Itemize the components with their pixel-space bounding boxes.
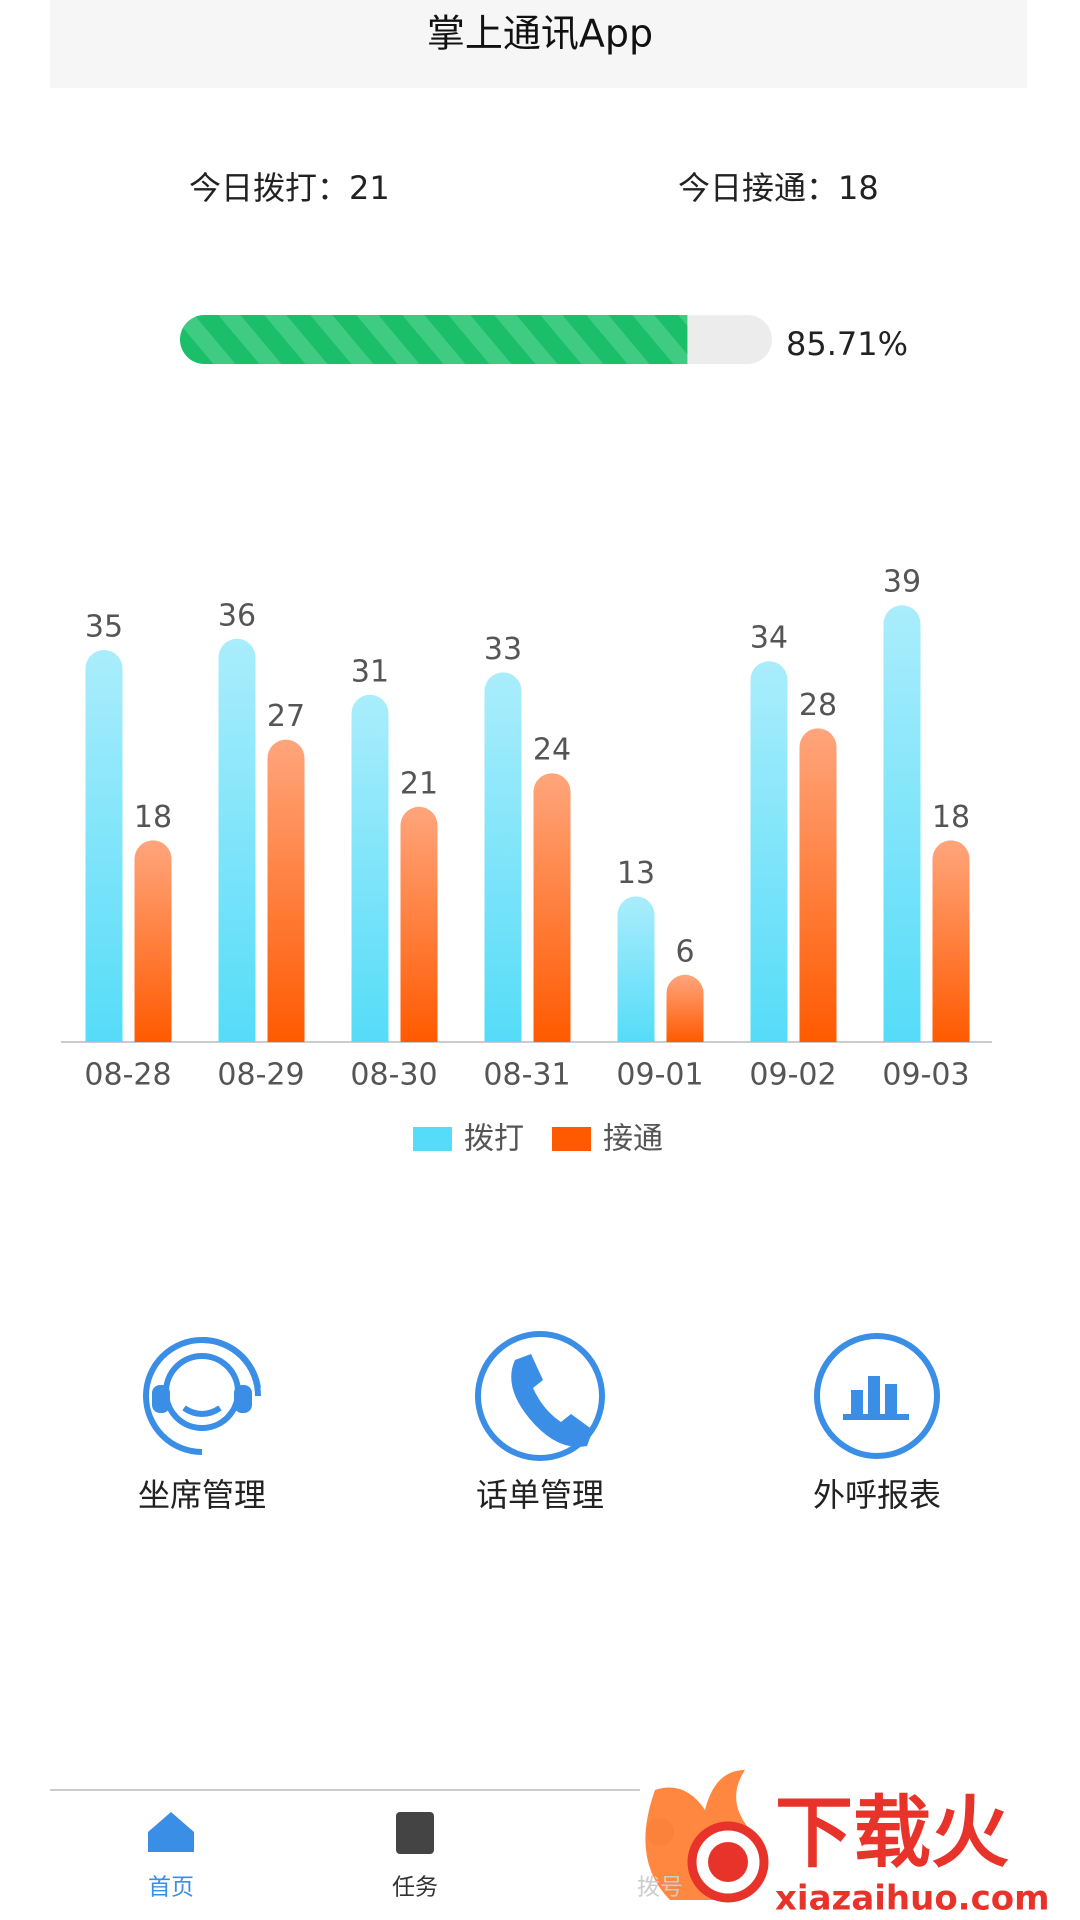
phone-glyph [511,1354,593,1447]
bar [85,650,123,1042]
bar [617,896,655,1042]
value-label: 28 [799,688,837,723]
tab-label[interactable]: 任务 [392,1875,438,1901]
value-label: 31 [351,654,389,689]
x-tick-label: 08-29 [217,1058,304,1093]
x-tick-label: 09-01 [616,1058,703,1093]
value-label: 18 [932,800,970,835]
value-label: 24 [533,733,571,768]
menu-label[interactable]: 话单管理 [476,1476,604,1514]
header-bar [50,0,1027,88]
bar [218,638,256,1042]
x-tick-label: 09-02 [749,1058,836,1093]
legend-swatch [552,1127,591,1151]
legend-label: 接通 [603,1122,663,1157]
value-label: 39 [883,565,921,600]
tab-label[interactable]: 首页 [148,1875,194,1901]
legend-swatch [413,1127,452,1151]
bar [484,672,522,1042]
value-label: 13 [617,856,655,891]
bar [666,974,704,1042]
value-label: 21 [400,766,438,801]
stat-label: 今日接通： [678,169,838,207]
watermark [645,1770,769,1903]
bar [134,840,172,1042]
value-label: 35 [85,610,123,645]
value-label: 34 [750,621,788,656]
bar [533,773,571,1042]
progress-fill [180,315,688,364]
value-label: 27 [267,699,305,734]
tab-icon-task [396,1812,434,1854]
legend-label: 拨打 [464,1122,524,1157]
stat-value: 18 [838,169,879,207]
tab-label[interactable]: 拨号 [637,1875,683,1901]
stat: 今日拨打：21 [189,169,390,207]
menu-label[interactable]: 外呼报表 [813,1476,941,1514]
x-tick-label: 08-31 [483,1058,570,1093]
tab-icon-home [148,1812,194,1852]
value-label: 6 [675,934,694,969]
watermark-url: xiazaihuo.com [775,1879,1050,1919]
chart-glyph [843,1376,909,1420]
bar [799,728,837,1042]
bar [267,739,305,1042]
stat: 今日接通：18 [678,169,879,207]
menu-label[interactable]: 坐席管理 [138,1476,266,1514]
bar [750,661,788,1042]
x-tick-label: 08-28 [84,1058,171,1093]
bar [883,605,921,1042]
x-tick-label: 09-03 [882,1058,969,1093]
progress-label: 85.71% [786,325,908,363]
value-label: 36 [218,598,256,633]
menu-icons [143,1331,940,1461]
value-label: 18 [134,800,172,835]
bar [351,694,389,1042]
stat-value: 21 [349,169,390,207]
watermark-brand: 下载火 [775,1788,1009,1878]
bar [400,806,438,1042]
stat-label: 今日拨打： [189,169,349,207]
value-label: 33 [484,632,522,667]
x-tick-label: 08-30 [350,1058,437,1093]
app-title: 掌上通讯App [427,12,653,56]
bar [932,840,970,1042]
